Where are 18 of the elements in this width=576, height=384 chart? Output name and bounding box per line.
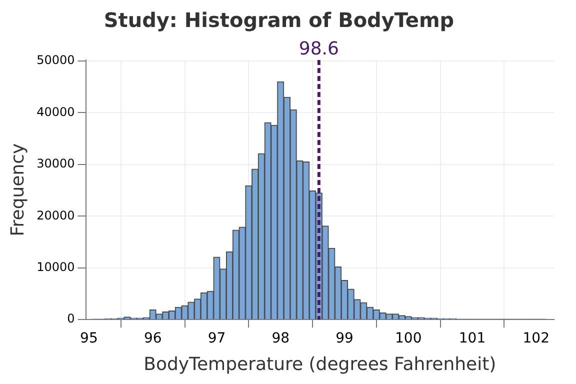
x-tick-label: 100 xyxy=(394,330,422,347)
y-tick-label: 30000 xyxy=(36,156,75,171)
ref-line-label: 98.6 xyxy=(298,38,339,60)
y-tick-label: 50000 xyxy=(36,53,75,68)
x-tick-label: 98 xyxy=(272,330,290,347)
y-tick-label: 20000 xyxy=(36,208,75,222)
x-tick-label: 101 xyxy=(458,330,486,347)
x-tick-label: 99 xyxy=(336,330,354,347)
chart-title: Study: Histogram of BodyTemp xyxy=(104,8,454,32)
y-tick-label: 0 xyxy=(67,312,75,326)
x-tick-label: 102 xyxy=(522,330,550,347)
x-tick-label: 95 xyxy=(80,330,98,347)
y-tick-label: 10000 xyxy=(36,260,75,274)
y-tick-label: 40000 xyxy=(36,104,75,119)
x-axis-title: BodyTemperature (degrees Fahrenheit) xyxy=(144,354,496,375)
x-tick-label: 97 xyxy=(208,330,226,347)
x-tick-label: 96 xyxy=(144,330,162,347)
y-axis-title: Frequency xyxy=(7,142,28,236)
